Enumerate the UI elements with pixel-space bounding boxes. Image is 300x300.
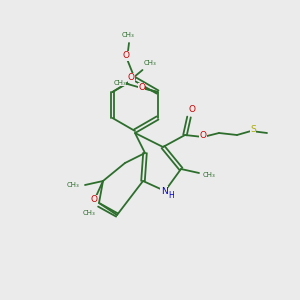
- Text: O: O: [188, 106, 196, 115]
- Text: N: N: [160, 187, 167, 196]
- Text: S: S: [250, 125, 256, 134]
- Text: O: O: [128, 74, 135, 82]
- Text: H: H: [168, 191, 174, 200]
- Text: CH₃: CH₃: [67, 182, 80, 188]
- Text: CH₃: CH₃: [144, 60, 157, 66]
- Text: O: O: [138, 83, 145, 92]
- Text: O: O: [91, 196, 98, 205]
- Text: O: O: [122, 52, 130, 61]
- Text: CH₃: CH₃: [113, 80, 126, 86]
- Text: CH₃: CH₃: [82, 210, 95, 216]
- Text: O: O: [200, 130, 206, 140]
- Text: CH₃: CH₃: [202, 172, 215, 178]
- Text: CH₃: CH₃: [122, 32, 134, 38]
